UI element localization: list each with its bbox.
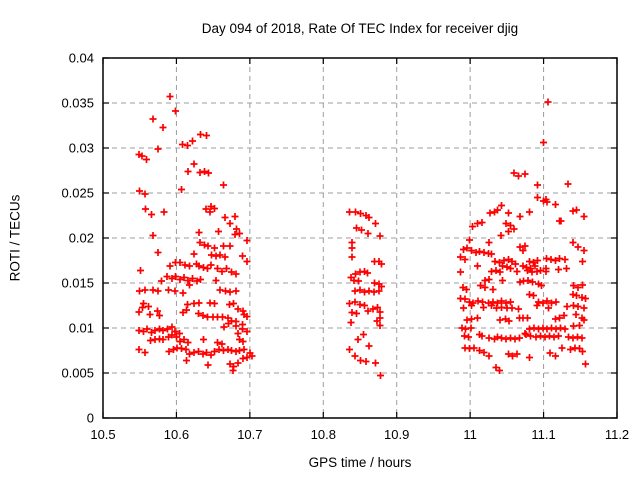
x-tick-label: 11 [463, 427, 477, 442]
x-tick-label: 10.6 [164, 427, 189, 442]
x-axis-label: GPS time / hours [308, 455, 412, 470]
y-tick-label: 0.015 [61, 276, 94, 291]
x-tick-label: 10.7 [237, 427, 262, 442]
x-tick-label: 10.5 [90, 427, 115, 442]
y-tick-label: 0.03 [69, 141, 94, 156]
y-tick-label: 0.025 [61, 186, 94, 201]
x-tick-label: 11.2 [605, 427, 629, 442]
y-tick-label: 0 [87, 411, 94, 426]
y-tick-label: 0.01 [69, 321, 94, 336]
x-tick-label: 11.1 [531, 427, 555, 442]
chart-title: Day 094 of 2018, Rate Of TEC Index for r… [201, 21, 519, 36]
y-tick-label: 0.035 [61, 96, 94, 111]
y-tick-label: 0.005 [61, 366, 94, 381]
x-tick-label: 10.9 [384, 427, 409, 442]
x-tick-label: 10.8 [311, 427, 336, 442]
y-tick-label: 0.04 [69, 51, 94, 66]
data-points [135, 93, 589, 379]
y-tick-label: 0.02 [69, 231, 94, 246]
